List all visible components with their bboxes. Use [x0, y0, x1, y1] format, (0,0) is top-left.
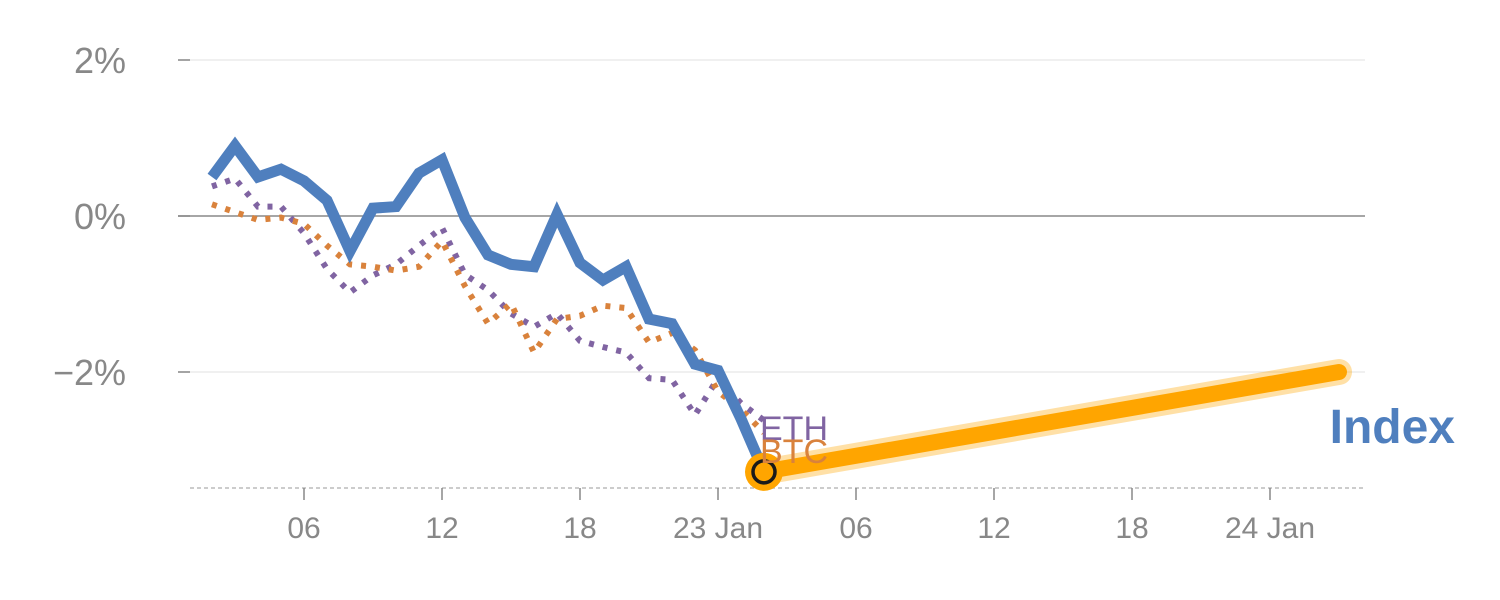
grid-lines — [178, 59, 1365, 373]
index-label: Index — [1330, 401, 1456, 454]
markers — [745, 452, 783, 491]
index-line — [207, 136, 770, 474]
x-tick-label: 12 — [425, 512, 458, 545]
x-tick-label: 18 — [563, 512, 596, 545]
y-tick-label: −2% — [53, 352, 126, 393]
x-tick-label: 06 — [839, 512, 872, 545]
x-tick-label: 12 — [977, 512, 1010, 545]
current-value-ring — [751, 459, 777, 485]
y-axis-ticks: 2% 0% −2% — [53, 40, 190, 393]
forecast-line — [756, 364, 1347, 480]
btc-label: BTC — [760, 433, 828, 471]
series-lines — [207, 136, 1352, 485]
x-tick-label: 06 — [287, 512, 320, 545]
eth-label: ETH — [760, 410, 828, 448]
x-tick-label: 18 — [1115, 512, 1148, 545]
eth-line — [211, 175, 766, 423]
y-tick-label: 0% — [74, 196, 126, 237]
current-value-marker — [745, 452, 783, 491]
x-axis: 06 12 18 23 Jan 06 12 18 24 Jan — [190, 487, 1365, 545]
y-tick-label: 2% — [74, 40, 126, 81]
x-tick-label: 23 Jan — [673, 512, 763, 545]
x-tick-label: 24 Jan — [1225, 512, 1315, 545]
series-labels: ETH BTC Index — [760, 401, 1455, 471]
